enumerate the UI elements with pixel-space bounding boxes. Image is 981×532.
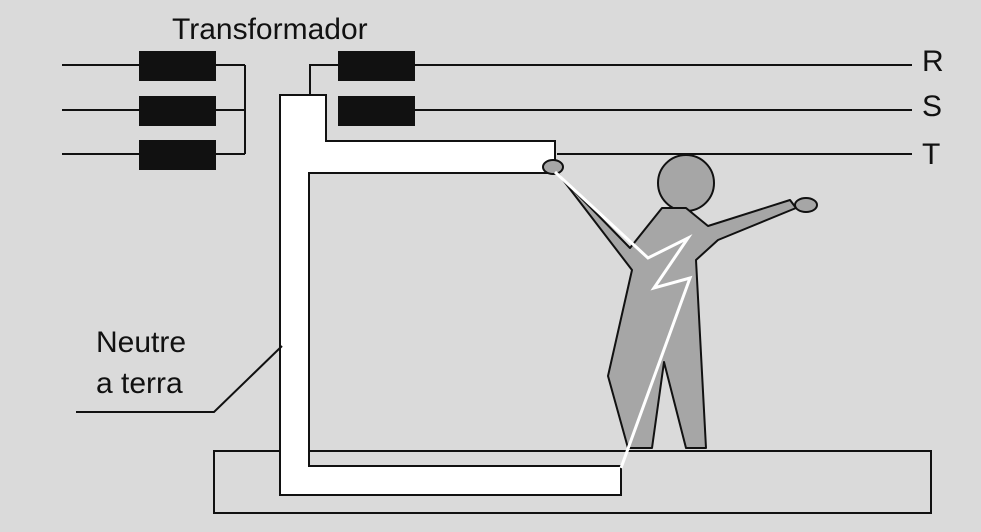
secondary-coil-r [338, 51, 415, 81]
contact-point-right-hand [794, 197, 818, 213]
secondary-coil-s [338, 96, 415, 126]
ground-slab [213, 450, 932, 514]
primary-coil-2 [139, 96, 216, 126]
current-path-shock [553, 170, 693, 469]
transformer-label: Transformador [172, 13, 368, 46]
primary-coils [139, 51, 216, 170]
neutral-label-line1: Neutre [96, 326, 186, 359]
primary-wires [62, 64, 246, 155]
phase-s-label: S [922, 90, 942, 123]
secondary-coils [338, 51, 415, 126]
neutral-label-line2: a terra [96, 367, 183, 400]
secondary-wires [309, 64, 912, 155]
person-head [657, 154, 715, 212]
contact-point-left-hand [542, 159, 564, 175]
phase-r-label: R [922, 45, 944, 78]
neutral-conductor [279, 94, 622, 496]
phase-t-label: T [922, 138, 940, 171]
person-body [549, 165, 797, 449]
person-figure [549, 154, 797, 449]
primary-coil-3 [139, 140, 216, 170]
primary-coil-1 [139, 51, 216, 81]
neutral-leader-line [76, 345, 283, 413]
